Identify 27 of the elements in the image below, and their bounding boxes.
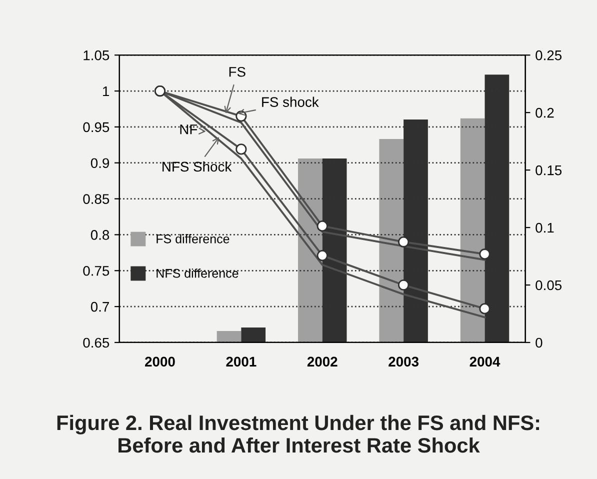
y2-tick-label: 0.15 xyxy=(536,165,562,176)
y-tick-label: 0.75 xyxy=(83,266,110,276)
y2-tick-label: 0.2 xyxy=(536,108,554,118)
y-tick-label: 0.85 xyxy=(83,194,110,204)
y2-tick-label: 0.1 xyxy=(536,222,554,233)
text: FS xyxy=(229,66,246,77)
y-tick-label: 1 xyxy=(103,86,109,96)
series-label: NF xyxy=(180,124,198,134)
x-tick-label: 2003 xyxy=(388,356,419,367)
text: Figure 2. Real Investment Under the FS and NFS: Before and After Interest Rate Shock xyxy=(57,414,540,453)
x-tick-label: 2000 xyxy=(145,356,175,367)
x-tick-label: 2002 xyxy=(307,356,338,367)
y-tick-label: 0.9 xyxy=(90,158,110,168)
y-tick-label: 0.7 xyxy=(90,302,109,312)
legend-label: NFS difference xyxy=(156,268,238,278)
x-tick-label: 2001 xyxy=(226,356,256,367)
y2-tick-label: 0.05 xyxy=(536,280,562,290)
y-tick-label: 1.05 xyxy=(84,50,110,60)
y2-tick-label: 0 xyxy=(536,338,542,348)
y2-tick-label: 0.25 xyxy=(536,50,562,60)
legend-label: FS shock xyxy=(262,96,319,107)
y-tick-label: 0.65 xyxy=(83,338,110,348)
legend-label: FS difference xyxy=(156,234,230,244)
series-label: NFS Shock xyxy=(162,161,232,172)
y-tick-label: 0.95 xyxy=(83,122,110,132)
y-tick-label: 0.8 xyxy=(90,230,110,240)
x-tick-label: 2004 xyxy=(470,356,500,367)
